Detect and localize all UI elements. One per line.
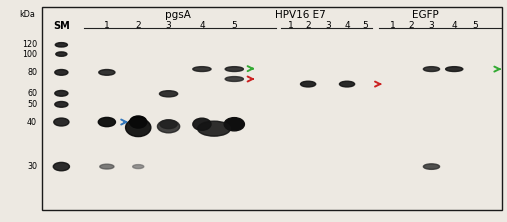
Ellipse shape	[160, 91, 177, 97]
Text: 80: 80	[27, 68, 37, 77]
Text: 50: 50	[27, 100, 37, 109]
Text: 5: 5	[231, 21, 237, 30]
Text: 2: 2	[135, 21, 141, 30]
Ellipse shape	[340, 81, 354, 87]
Ellipse shape	[423, 67, 440, 71]
Text: 30: 30	[27, 162, 37, 171]
Text: 3: 3	[428, 21, 434, 30]
Ellipse shape	[133, 165, 144, 168]
Ellipse shape	[160, 120, 177, 129]
Ellipse shape	[56, 52, 67, 56]
Ellipse shape	[301, 81, 316, 87]
Ellipse shape	[130, 116, 147, 128]
Text: 120: 120	[22, 40, 37, 49]
Ellipse shape	[55, 101, 68, 107]
Ellipse shape	[100, 164, 114, 169]
Ellipse shape	[198, 121, 231, 136]
Ellipse shape	[423, 164, 440, 169]
Text: 40: 40	[27, 117, 37, 127]
Ellipse shape	[126, 119, 151, 137]
Text: 2: 2	[305, 21, 311, 30]
Text: SM: SM	[53, 21, 70, 31]
Ellipse shape	[225, 67, 243, 71]
Text: 100: 100	[22, 50, 37, 59]
Ellipse shape	[193, 67, 211, 71]
Text: 1: 1	[104, 21, 110, 30]
Text: pgsA: pgsA	[165, 10, 191, 20]
Ellipse shape	[158, 120, 179, 133]
Ellipse shape	[99, 69, 115, 75]
Ellipse shape	[55, 69, 68, 75]
Text: 4: 4	[451, 21, 457, 30]
Ellipse shape	[55, 91, 68, 96]
Ellipse shape	[446, 67, 463, 71]
Text: EGFP: EGFP	[412, 10, 439, 20]
Text: 5: 5	[362, 21, 368, 30]
Text: 3: 3	[325, 21, 331, 30]
Ellipse shape	[98, 117, 116, 127]
Ellipse shape	[55, 43, 67, 47]
Ellipse shape	[225, 77, 243, 81]
Text: 2: 2	[409, 21, 414, 30]
Ellipse shape	[193, 118, 211, 130]
Text: HPV16 E7: HPV16 E7	[275, 10, 326, 20]
Ellipse shape	[53, 163, 69, 171]
Text: kDa: kDa	[19, 10, 35, 18]
Ellipse shape	[224, 118, 244, 131]
Text: 1: 1	[390, 21, 395, 30]
Text: 3: 3	[166, 21, 171, 30]
Text: 5: 5	[472, 21, 478, 30]
Text: 4: 4	[199, 21, 205, 30]
Text: 60: 60	[27, 89, 37, 98]
Text: 1: 1	[287, 21, 293, 30]
Text: 4: 4	[344, 21, 350, 30]
Ellipse shape	[54, 118, 69, 126]
